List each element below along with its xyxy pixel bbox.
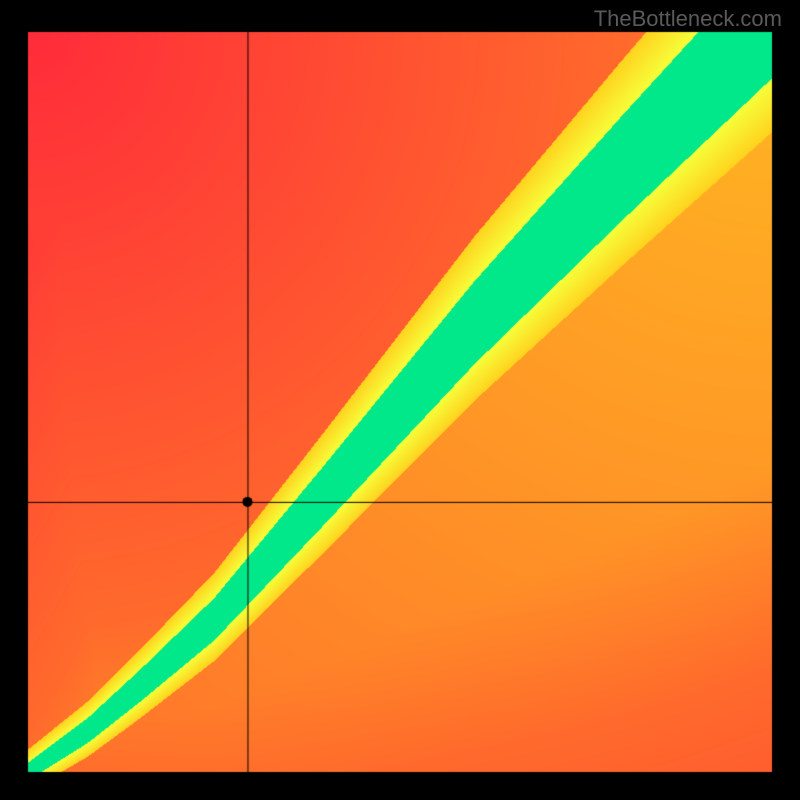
watermark-text: TheBottleneck.com [594,6,782,32]
heatmap-canvas [0,0,800,800]
chart-container: TheBottleneck.com [0,0,800,800]
